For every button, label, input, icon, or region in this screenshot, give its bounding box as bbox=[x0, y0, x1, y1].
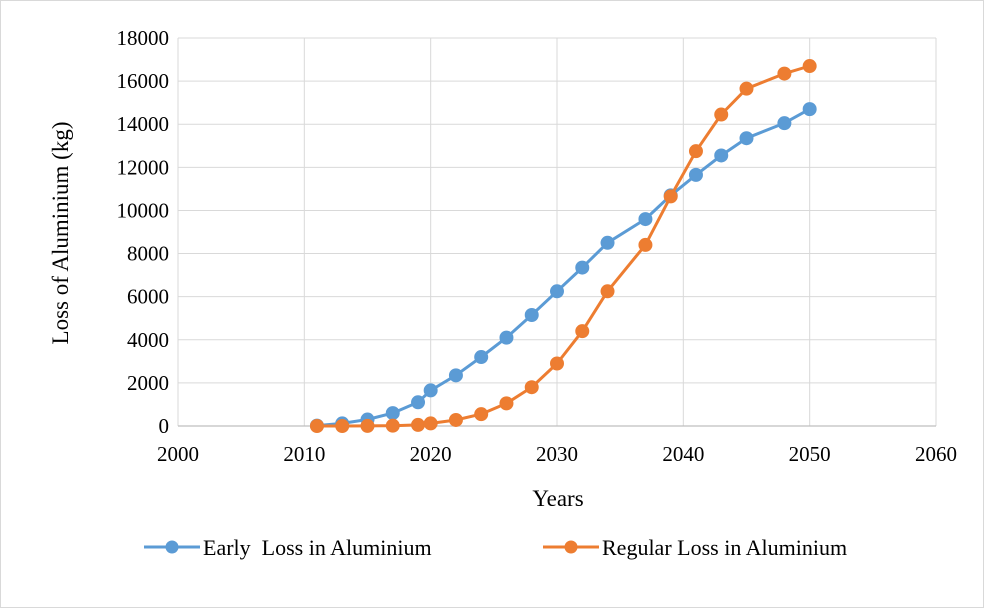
data-point bbox=[688, 144, 703, 159]
series bbox=[309, 59, 817, 433]
data-point bbox=[739, 81, 754, 96]
x-tick-label: 2050 bbox=[789, 442, 831, 466]
y-tick-label: 2000 bbox=[127, 371, 169, 395]
data-point bbox=[309, 419, 324, 433]
data-point bbox=[688, 167, 703, 182]
data-point bbox=[575, 324, 590, 339]
x-axis-title: Years bbox=[532, 486, 583, 511]
y-tick-label: 12000 bbox=[117, 155, 170, 179]
data-point bbox=[777, 116, 792, 131]
y-tick-label: 16000 bbox=[117, 69, 170, 93]
legend: Early Loss in Aluminium Regular Loss in A… bbox=[144, 535, 847, 560]
x-tick-label: 2020 bbox=[410, 442, 452, 466]
data-point bbox=[423, 383, 438, 398]
gridlines bbox=[177, 37, 937, 426]
data-point bbox=[524, 307, 539, 322]
y-axis-title: Loss of Aluminium (kg) bbox=[48, 122, 73, 345]
y-tick-label: 10000 bbox=[117, 198, 170, 222]
data-point bbox=[638, 237, 653, 252]
legend-marker bbox=[564, 540, 578, 554]
data-point bbox=[550, 356, 564, 371]
data-point bbox=[524, 380, 539, 395]
data-point bbox=[777, 66, 792, 81]
data-point bbox=[499, 396, 514, 411]
legend-label: Regular Loss in Aluminium bbox=[602, 535, 847, 560]
legend-marker bbox=[165, 540, 179, 554]
data-point bbox=[474, 350, 489, 365]
data-point bbox=[802, 59, 817, 74]
data-point bbox=[411, 395, 426, 410]
data-point bbox=[638, 212, 653, 227]
legend-item: Regular Loss in Aluminium bbox=[543, 535, 847, 560]
legend-item: Early Loss in Aluminium bbox=[144, 535, 432, 560]
data-point bbox=[411, 417, 426, 432]
data-point bbox=[385, 406, 400, 421]
data-point bbox=[499, 330, 514, 345]
series-2 bbox=[309, 59, 817, 433]
y-tick-label: 4000 bbox=[127, 328, 169, 352]
data-point bbox=[423, 416, 438, 431]
data-point bbox=[385, 418, 400, 433]
data-point bbox=[360, 418, 375, 433]
x-tick-label: 2060 bbox=[915, 442, 957, 466]
data-point bbox=[714, 107, 729, 122]
data-point bbox=[802, 102, 817, 117]
x-tick-label: 2040 bbox=[662, 442, 704, 466]
x-tick-label: 2030 bbox=[536, 442, 578, 466]
x-tick-label: 2000 bbox=[157, 442, 199, 466]
data-point bbox=[448, 412, 463, 427]
data-point bbox=[550, 284, 564, 299]
legend-label: Early Loss in Aluminium bbox=[203, 535, 432, 560]
data-point bbox=[600, 235, 615, 250]
y-tick-label: 14000 bbox=[117, 112, 170, 136]
data-point bbox=[739, 131, 754, 146]
data-point bbox=[335, 419, 350, 433]
data-point bbox=[663, 189, 678, 204]
y-tick-label: 18000 bbox=[117, 26, 170, 50]
data-point bbox=[474, 407, 489, 422]
tick-labels: 0 2000 4000 6000 8000 10000 12000 14000 16000 180… bbox=[117, 26, 958, 466]
data-point bbox=[448, 368, 463, 383]
data-point bbox=[714, 148, 729, 163]
y-tick-label: 8000 bbox=[127, 242, 169, 266]
data-point bbox=[575, 260, 590, 275]
series-line bbox=[317, 64, 811, 428]
data-point bbox=[600, 284, 615, 299]
series-line bbox=[316, 107, 811, 428]
y-tick-label: 0 bbox=[159, 414, 170, 438]
x-tick-label: 2010 bbox=[283, 442, 325, 466]
y-tick-label: 6000 bbox=[127, 285, 169, 309]
